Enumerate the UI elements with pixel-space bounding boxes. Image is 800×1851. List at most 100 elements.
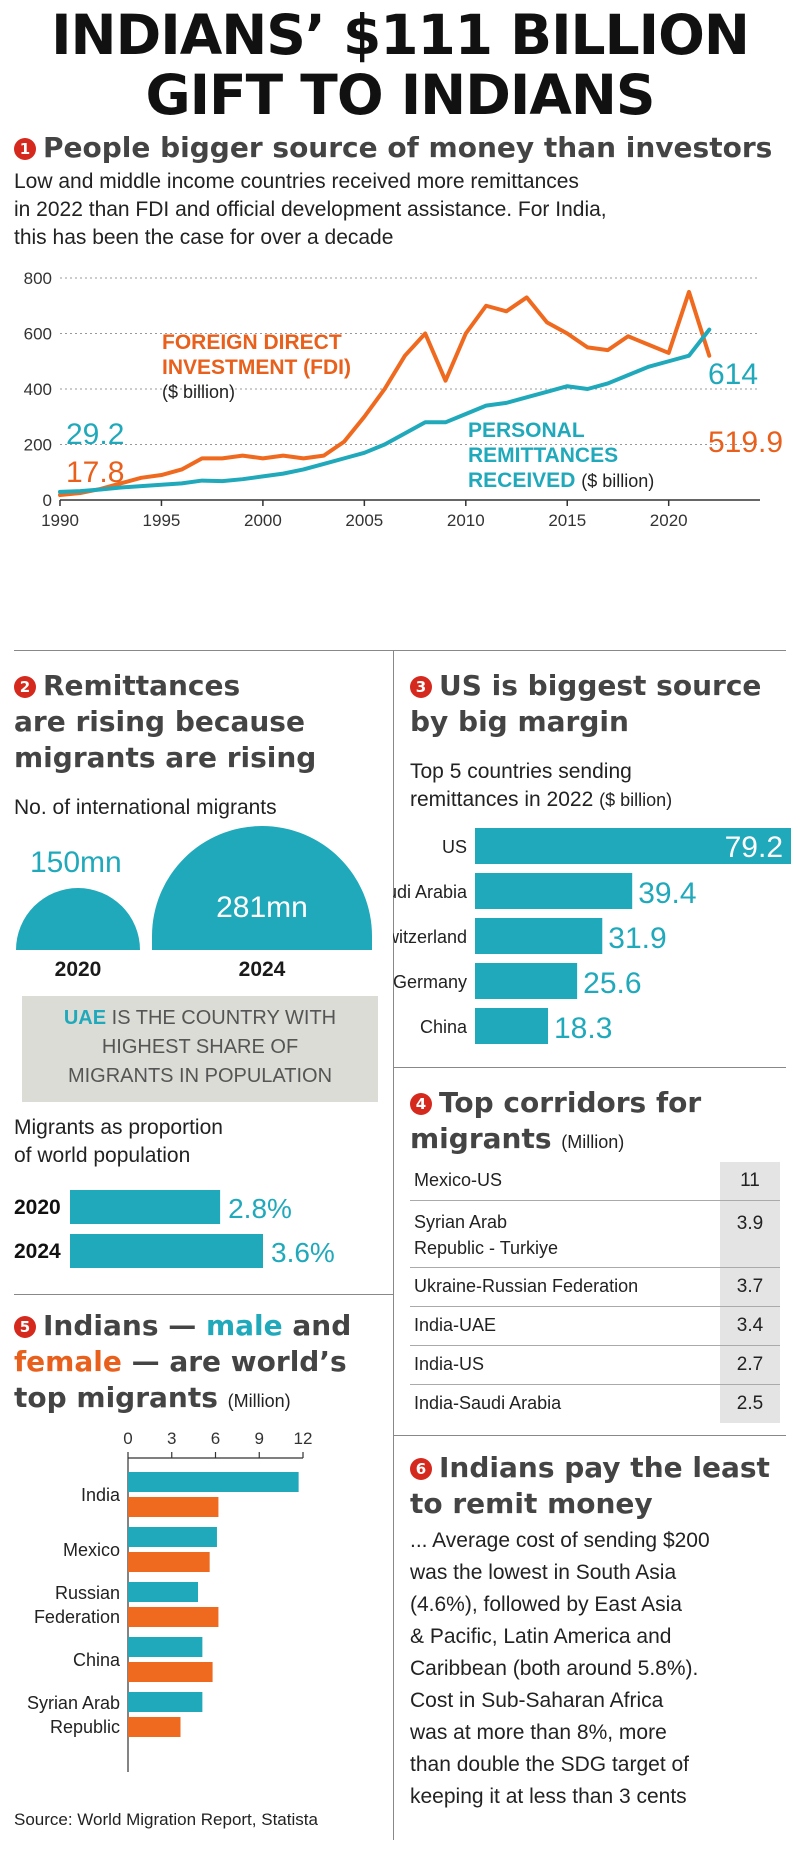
country-label: China <box>73 1650 121 1670</box>
sender-country-label: Saudi Arabia <box>393 882 468 902</box>
fdi-series-label: FOREIGN DIRECT INVESTMENT (FDI) <box>162 330 351 380</box>
rem-label-line: PERSONAL <box>468 419 585 442</box>
section5-title-part: — are world’s <box>121 1345 347 1378</box>
y-tick-label: 0 <box>43 491 52 510</box>
y-tick-label: 600 <box>24 325 52 344</box>
top-migrants-bar-chart: 0 3 6 9 12 India Mexico Russian Federation China S… <box>27 1429 312 1772</box>
corridor-label: Ukraine-Russian Federation <box>414 1276 639 1296</box>
y-tick-label: 200 <box>24 436 52 455</box>
uae-box-text: HIGHEST SHARE OF <box>101 1036 299 1058</box>
section6-body: ... Average cost of sending $200 was the… <box>410 1525 710 1813</box>
uae-info-box: UAE IS THE COUNTRY WITH HIGHEST SHARE OF… <box>22 996 378 1102</box>
x-tick-label: 0 <box>123 1429 132 1448</box>
corridor-label: India-US <box>414 1354 485 1374</box>
section3-number: 3 <box>410 676 432 698</box>
proportion-value-label: 3.6% <box>271 1237 335 1268</box>
divider <box>393 650 394 1840</box>
section2-heading: 2 Remittances are rising because migrants… <box>14 668 316 776</box>
sender-value-label: 79.2 <box>725 831 783 864</box>
section2-title-line: are rising because <box>14 705 305 738</box>
female-bar <box>128 1717 181 1737</box>
corridor-value: 2.5 <box>720 1385 780 1423</box>
uae-box-text: IS THE COUNTRY WITH <box>106 1007 337 1029</box>
male-bar <box>128 1582 198 1602</box>
table-row: Ukraine-Russian Federation 3.7 <box>410 1268 780 1307</box>
table-row: India-Saudi Arabia 2.5 <box>410 1385 780 1423</box>
section3-title-line: US is biggest source <box>439 669 762 702</box>
proportion-bar <box>70 1190 221 1224</box>
section3-unit: ($ billion) <box>599 790 673 810</box>
dome-2024 <box>152 826 372 950</box>
remittance-line <box>58 327 712 494</box>
country-label: India <box>81 1485 121 1505</box>
female-bar <box>128 1662 213 1682</box>
x-tick-label: 1995 <box>143 511 181 530</box>
corridors-table: Mexico-US 11 Syrian Arab Republic - Turki… <box>410 1162 780 1423</box>
table-row: Mexico-US 11 <box>410 1162 780 1201</box>
end-fdi-value: 519.9 <box>708 426 784 459</box>
migrant-proportion-bar-chart: 2020 2.8% 2024 3.6% <box>14 1190 335 1268</box>
start-fdi-value: 17.8 <box>66 456 125 489</box>
rem-label-line: REMITTANCES <box>468 444 619 467</box>
x-tick-label: 9 <box>255 1429 264 1448</box>
section6-title-line: Indians pay the least <box>439 1451 770 1484</box>
divider <box>393 1067 786 1068</box>
sender-bar <box>475 873 633 909</box>
fdi-label-line: FOREIGN DIRECT <box>162 331 342 354</box>
section1-desc-line: this has been the case for over a decade <box>14 226 394 249</box>
country-label: Mexico <box>63 1540 120 1560</box>
sender-country-label: US <box>442 837 467 857</box>
section1-number: 1 <box>14 138 36 160</box>
top-senders-bar-chart: US 79.2 Saudi Arabia 39.4 Switzerland 31.9 Ger… <box>393 828 791 1045</box>
proportion-year-label: 2020 <box>14 1196 61 1219</box>
male-bar <box>128 1527 217 1547</box>
fdi-label-line: INVESTMENT (FDI) <box>162 356 351 379</box>
male-bar <box>128 1472 299 1492</box>
section5-male-word: male <box>205 1309 283 1342</box>
proportion-subtitle: Migrants as proportion of world populati… <box>14 1114 223 1170</box>
female-bar <box>128 1497 219 1517</box>
country-label: Federation <box>34 1607 120 1627</box>
divider <box>393 1435 786 1436</box>
x-tick-label: 2005 <box>345 511 383 530</box>
uae-highlight: UAE <box>63 1007 107 1029</box>
section2-title-line: migrants are rising <box>14 741 317 774</box>
section6-body-line: Caribbean (both around 5.8%). <box>410 1657 699 1680</box>
x-tick-label: 2020 <box>650 511 688 530</box>
corridor-label: India-Saudi Arabia <box>414 1393 562 1413</box>
sender-value-label: 25.6 <box>583 967 641 1000</box>
x-tick-label: 2015 <box>548 511 586 530</box>
corridor-label: Mexico-US <box>414 1170 503 1190</box>
sender-country-label: Switzerland <box>393 927 467 947</box>
section6-body-line: than double the SDG target of <box>410 1753 690 1776</box>
x-tick-label: 3 <box>167 1429 176 1448</box>
section5-heading: 5 Indians — male and female — are world’s… <box>14 1308 351 1419</box>
divider <box>14 650 786 651</box>
sender-country-label: Germany <box>393 972 467 992</box>
section3-heading: 3 US is biggest source by big margin <box>410 668 761 740</box>
section3-title-line: by big margin <box>410 705 629 738</box>
section6-body-line: & Pacific, Latin America and <box>410 1625 672 1648</box>
corridor-value: 2.7 <box>720 1346 780 1384</box>
section6-title-line: to remit money <box>410 1487 653 1520</box>
section5-number: 5 <box>14 1316 36 1338</box>
proportion-year-label: 2024 <box>14 1240 61 1263</box>
fdi-unit: ($ billion) <box>162 382 236 402</box>
corridor-value: 3.7 <box>720 1268 780 1306</box>
section5-title-part: top migrants <box>14 1381 218 1414</box>
remittance-series-label: PERSONAL REMITTANCES RECEIVED ($ billion… <box>468 418 654 494</box>
x-tick-label: 6 <box>211 1429 220 1448</box>
start-remittance-value: 29.2 <box>66 418 125 451</box>
section1-description: Low and middle income countries received… <box>14 168 794 252</box>
section4-title-line: Top corridors for <box>439 1086 702 1119</box>
section6-body-line: Cost in Sub-Saharan Africa <box>410 1689 664 1712</box>
x-tick-label: 1990 <box>41 511 79 530</box>
section6-number: 6 <box>410 1458 432 1480</box>
sender-value-label: 31.9 <box>608 922 666 955</box>
main-title-line1: INDIANS’ $111 BILLION <box>51 3 750 67</box>
male-bar <box>128 1692 203 1712</box>
end-remittance-value: 614 <box>708 358 759 391</box>
rem-unit: ($ billion) <box>581 471 655 491</box>
female-bar <box>128 1552 210 1572</box>
country-label: Republic <box>50 1717 120 1737</box>
